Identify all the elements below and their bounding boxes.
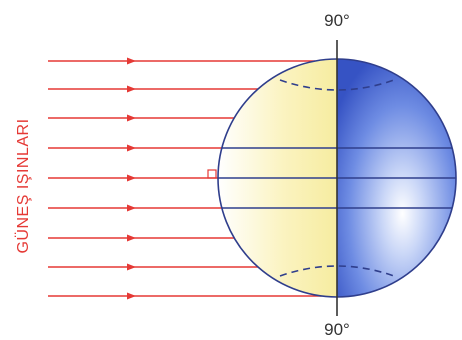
north-pole-label: 90°	[324, 11, 350, 30]
ray-arrowhead	[127, 234, 136, 242]
right-angle-marker	[207, 169, 217, 179]
sun-rays	[48, 57, 322, 300]
arctic-circle	[279, 79, 395, 91]
ray-arrowhead	[127, 144, 136, 152]
ray-arrowhead	[127, 174, 136, 182]
south-pole-label: 90°	[324, 320, 350, 339]
ray-arrowhead	[127, 263, 136, 271]
ray-arrowhead	[127, 292, 136, 300]
ray-arrowhead	[127, 85, 136, 93]
ray-arrowhead	[127, 57, 136, 65]
ray-arrowhead	[127, 204, 136, 212]
ray-arrowhead	[127, 114, 136, 122]
antarctic-circle	[279, 265, 395, 277]
sun-rays-label: GÜNEŞ IŞINLARI	[14, 118, 32, 253]
